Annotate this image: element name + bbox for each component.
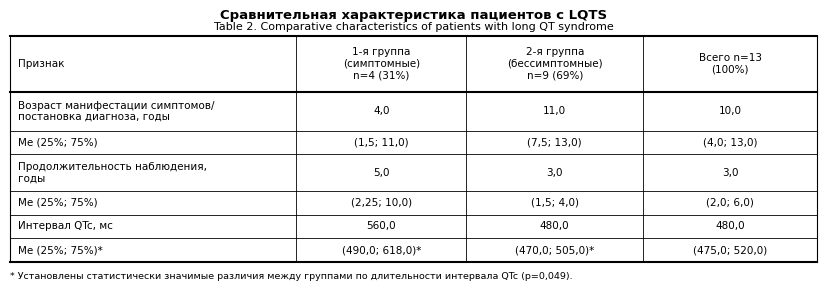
Text: Table 2. Comparative characteristics of patients with long QT syndrome: Table 2. Comparative characteristics of … [213, 22, 614, 32]
Text: Всего n=13
(100%): Всего n=13 (100%) [699, 53, 762, 75]
Text: (2,25; 10,0): (2,25; 10,0) [351, 198, 412, 208]
Text: 5,0: 5,0 [373, 168, 390, 178]
Text: Ме (25%; 75%)*: Ме (25%; 75%)* [18, 245, 103, 255]
Text: Продолжительность наблюдения,
годы: Продолжительность наблюдения, годы [18, 162, 207, 183]
Text: Интервал QTc, мс: Интервал QTc, мс [18, 221, 112, 231]
Text: (490,0; 618,0)*: (490,0; 618,0)* [342, 245, 421, 255]
Text: (470,0; 505,0)*: (470,0; 505,0)* [515, 245, 595, 255]
Text: 2-я группа
(бессимптомные)
n=9 (69%): 2-я группа (бессимптомные) n=9 (69%) [507, 47, 603, 81]
Text: 10,0: 10,0 [719, 106, 742, 116]
Text: Ме (25%; 75%): Ме (25%; 75%) [18, 198, 98, 208]
Text: 4,0: 4,0 [373, 106, 390, 116]
Text: 1-я группа
(симптомные)
n=4 (31%): 1-я группа (симптомные) n=4 (31%) [342, 47, 420, 81]
Text: 3,0: 3,0 [547, 168, 563, 178]
Text: Сравнительная характеристика пациентов с LQTS: Сравнительная характеристика пациентов с… [220, 9, 607, 22]
Text: Возраст манифестации симптомов/
постановка диагноза, годы: Возраст манифестации симптомов/ постанов… [18, 101, 214, 122]
Text: 3,0: 3,0 [722, 168, 739, 178]
Text: 480,0: 480,0 [540, 221, 570, 231]
Text: (2,0; 6,0): (2,0; 6,0) [706, 198, 754, 208]
Text: (1,5; 4,0): (1,5; 4,0) [531, 198, 579, 208]
Text: 480,0: 480,0 [715, 221, 745, 231]
Text: Признак: Признак [18, 59, 65, 69]
Text: (475,0; 520,0): (475,0; 520,0) [693, 245, 767, 255]
Text: (4,0; 13,0): (4,0; 13,0) [703, 138, 758, 148]
Text: (7,5; 13,0): (7,5; 13,0) [528, 138, 582, 148]
Text: * Установлены статистически значимые различия между группами по длительности инт: * Установлены статистически значимые раз… [10, 272, 572, 281]
Text: (1,5; 11,0): (1,5; 11,0) [354, 138, 409, 148]
Text: 11,0: 11,0 [543, 106, 566, 116]
Text: 560,0: 560,0 [366, 221, 396, 231]
Text: Ме (25%; 75%): Ме (25%; 75%) [18, 138, 98, 148]
